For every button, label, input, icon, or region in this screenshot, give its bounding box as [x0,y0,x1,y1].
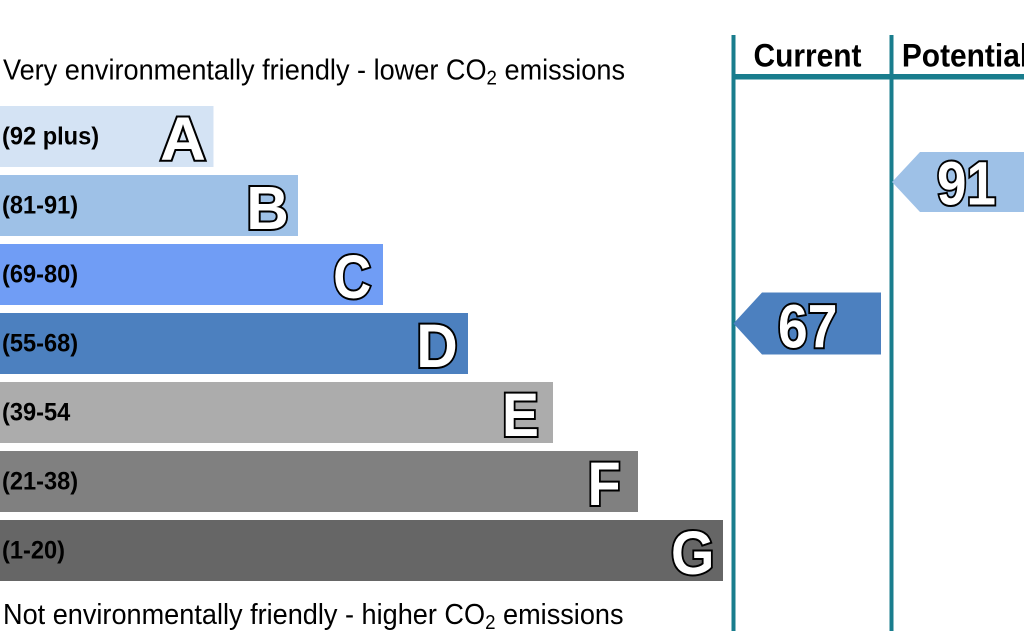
svg-text:(1-20): (1-20) [2,537,65,565]
svg-text:G: G [671,520,714,588]
svg-text:(69-80): (69-80) [2,261,78,289]
svg-text:C: C [333,243,371,311]
svg-text:Very environmentally friendly: Very environmentally friendly - lower CO… [3,54,625,90]
svg-text:91: 91 [937,150,996,218]
svg-text:(39-54: (39-54 [2,399,71,427]
svg-text:(55-68): (55-68) [2,330,78,358]
svg-text:F: F [588,451,621,519]
svg-text:A: A [160,106,206,174]
svg-text:Potential: Potential [902,38,1024,74]
svg-text:(81-91): (81-91) [2,192,78,220]
svg-text:D: D [416,311,457,380]
svg-text:Current: Current [753,38,861,74]
svg-text:E: E [502,381,539,449]
svg-text:(92 plus): (92 plus) [2,123,99,151]
svg-text:(21-38): (21-38) [2,468,78,496]
svg-text:67: 67 [778,293,837,361]
svg-text:B: B [246,174,288,242]
svg-text:Not environmentally friendly -: Not environmentally friendly - higher CO… [3,598,624,631]
